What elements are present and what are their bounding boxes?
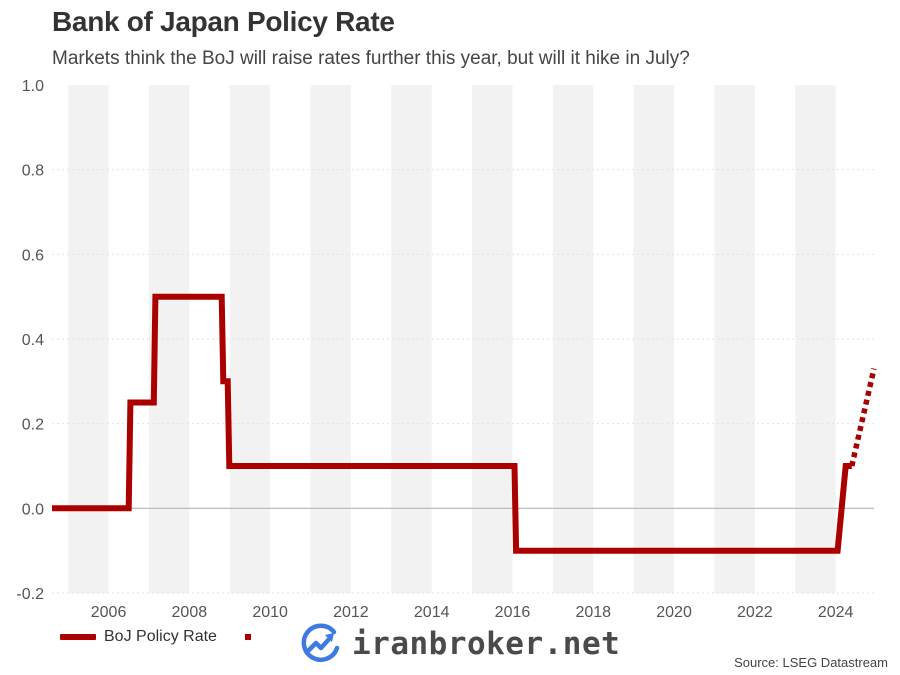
y-axis: 1.0 0.8 0.6 0.4 0.2 0.0 -0.2 [16, 78, 44, 603]
x-tick-label: 2018 [575, 604, 611, 621]
source-note: Source: LSEG Datastream [734, 655, 888, 670]
series-line-policy-rate [52, 293, 852, 554]
year-band-2009 [229, 85, 271, 593]
series-layer [52, 293, 877, 554]
watermark-logo: iranbroker.net [298, 622, 620, 666]
x-tick-label: 2006 [91, 604, 127, 621]
x-tick-label: 2020 [656, 604, 692, 621]
y-tick-label: 1.0 [22, 78, 44, 95]
y-tick-label: -0.2 [16, 586, 44, 603]
series-line-expected [849, 367, 877, 467]
chart-growth-icon [301, 623, 340, 662]
y-tick-label: 0.8 [22, 163, 44, 180]
legend-item-policy-rate: BoJ Policy Rate [60, 628, 217, 646]
y-tick-label: 0.0 [22, 501, 44, 518]
x-tick-label: 2024 [818, 604, 854, 621]
chart-title: Bank of Japan Policy Rate [52, 6, 395, 37]
x-tick-label: 2010 [252, 604, 288, 621]
gridlines [52, 169, 874, 594]
year-band-2023 [795, 85, 836, 593]
y-tick-label: 0.2 [22, 417, 44, 434]
watermark-text: iranbroker.net [352, 626, 621, 662]
x-tick-label: 2016 [495, 604, 531, 621]
y-tick-label: 0.6 [22, 247, 44, 264]
x-tick-label: 2014 [414, 604, 450, 621]
legend-swatch-dotted [244, 634, 251, 640]
x-tick-label: 2008 [172, 604, 208, 621]
legend-item-expected [244, 634, 259, 640]
chart-subtitle: Markets think the BoJ will raise rates f… [52, 48, 690, 69]
x-axis: 2006 2008 2010 2012 2014 2016 2018 2020 2022 2024 [91, 604, 854, 621]
legend-swatch-solid [60, 634, 96, 640]
y-tick-label: 0.4 [22, 332, 44, 349]
x-tick-label: 2022 [737, 604, 773, 621]
legend: BoJ Policy Rate [60, 628, 287, 646]
x-tick-label: 2012 [333, 604, 369, 621]
year-band-2011 [310, 85, 351, 593]
legend-label-policy-rate: BoJ Policy Rate [104, 628, 217, 645]
